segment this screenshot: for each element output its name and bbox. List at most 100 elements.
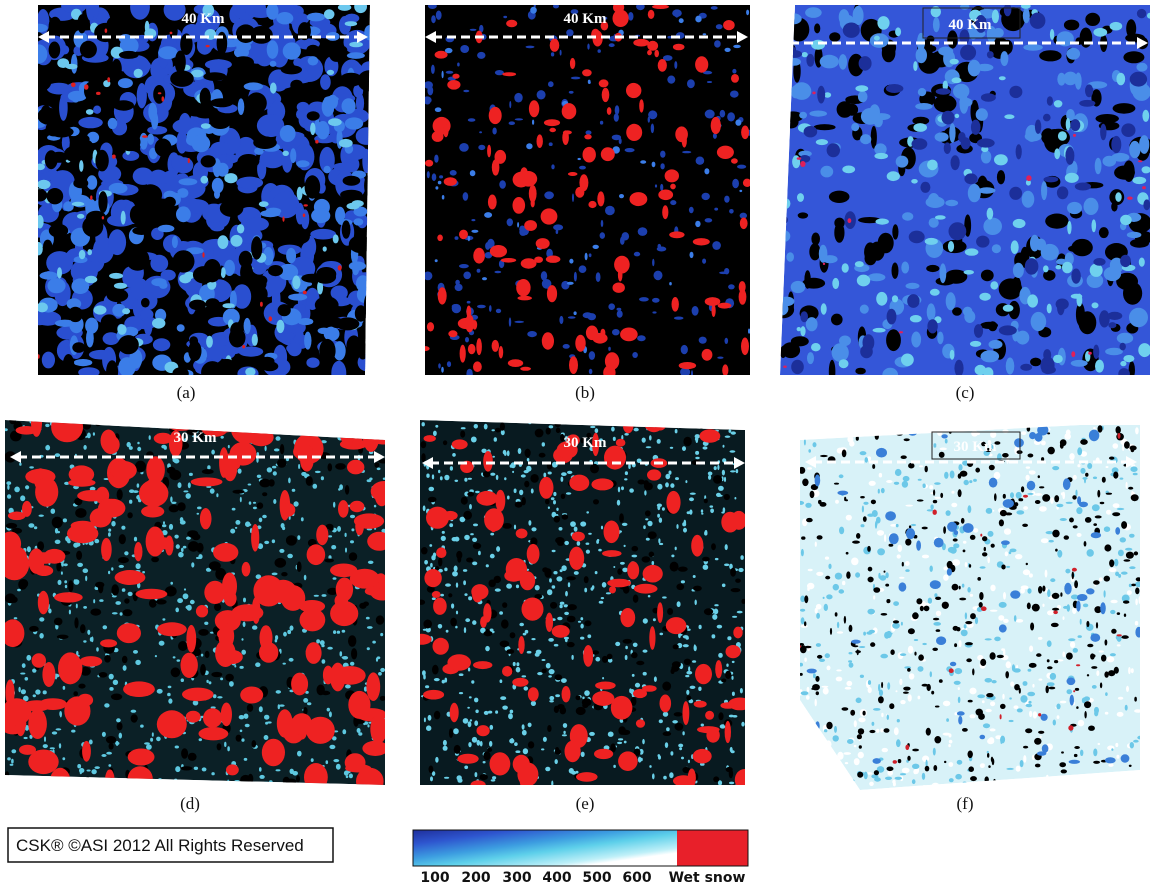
terrain-patch [574, 571, 579, 575]
terrain-patch [429, 487, 435, 492]
terrain-patch [339, 139, 353, 148]
terrain-patch [659, 518, 662, 523]
terrain-patch [647, 41, 658, 51]
terrain-patch [520, 171, 538, 187]
terrain-patch [1129, 308, 1148, 327]
terrain-patch [186, 606, 191, 610]
colorbar-label: Wet snow [669, 870, 746, 886]
terrain-patch [234, 780, 239, 782]
terrain-patch [999, 624, 1007, 632]
terrain-patch [990, 281, 998, 289]
terrain-patch [806, 54, 814, 67]
terrain-patch [985, 678, 993, 683]
terrain-patch [1105, 712, 1109, 715]
terrain-patch [432, 131, 444, 142]
terrain-patch [667, 608, 673, 615]
terrain-patch [992, 244, 1001, 253]
terrain-patch [338, 488, 340, 491]
terrain-patch [824, 424, 828, 430]
terrain-patch [279, 704, 284, 706]
terrain-patch [669, 471, 672, 475]
terrain-patch [363, 602, 369, 607]
terrain-patch [999, 76, 1006, 80]
terrain-patch [884, 534, 886, 542]
terrain-patch [5, 593, 16, 603]
terrain-patch [851, 640, 861, 644]
terrain-patch [842, 707, 849, 710]
terrain-patch [150, 738, 153, 742]
terrain-patch [222, 650, 243, 664]
terrain-patch [1, 619, 24, 647]
terrain-patch [692, 660, 696, 663]
terrain-patch [965, 612, 967, 619]
terrain-patch [927, 684, 931, 691]
terrain-patch [812, 92, 815, 95]
terrain-patch [435, 425, 438, 428]
terrain-patch [329, 745, 335, 749]
terrain-patch [1036, 653, 1041, 657]
terrain-patch [613, 283, 625, 293]
terrain-patch [77, 14, 86, 33]
terrain-patch [467, 707, 470, 709]
terrain-patch [531, 701, 536, 706]
terrain-patch [945, 439, 948, 444]
terrain-patch [892, 224, 898, 239]
terrain-patch [424, 718, 426, 723]
terrain-patch [925, 766, 930, 772]
colorbar-label: 400 [542, 870, 571, 886]
terrain-patch [946, 718, 949, 722]
terrain-patch [35, 477, 58, 507]
terrain-patch [54, 618, 63, 626]
terrain-patch [198, 629, 209, 636]
terrain-patch [176, 544, 180, 549]
terrain-patch [307, 13, 325, 22]
terrain-patch [800, 311, 808, 322]
terrain-patch [351, 528, 354, 531]
terrain-patch [255, 662, 260, 667]
terrain-patch [1124, 441, 1130, 448]
terrain-patch [628, 12, 633, 21]
terrain-patch [1045, 214, 1068, 229]
terrain-patch [448, 593, 452, 597]
terrain-patch [220, 359, 235, 370]
terrain-patch [211, 450, 215, 455]
terrain-patch [471, 230, 478, 233]
terrain-patch [1026, 563, 1028, 565]
terrain-patch [869, 730, 875, 733]
terrain-patch [980, 534, 982, 537]
terrain-patch [489, 580, 496, 588]
terrain-patch [75, 134, 89, 144]
terrain-patch [450, 466, 453, 471]
terrain-patch [552, 625, 570, 638]
terrain-patch [629, 488, 634, 492]
terrain-patch [483, 761, 486, 763]
terrain-patch [242, 345, 245, 348]
terrain-patch [1110, 653, 1116, 656]
terrain-patch [844, 616, 846, 624]
terrain-patch [1069, 760, 1080, 764]
terrain-patch [478, 551, 481, 556]
terrain-patch [896, 524, 899, 527]
terrain-patch [3, 546, 27, 567]
terrain-patch [586, 543, 590, 545]
terrain-patch [980, 659, 986, 666]
terrain-patch [1137, 63, 1148, 72]
terrain-patch [200, 508, 212, 529]
terrain-patch [115, 601, 121, 605]
terrain-patch [513, 197, 526, 214]
terrain-patch [639, 99, 644, 112]
terrain-patch [899, 331, 903, 333]
terrain-patch [443, 746, 448, 751]
scale-label: 30 Km [954, 439, 997, 455]
terrain-patch [879, 473, 882, 478]
terrain-patch [1077, 594, 1088, 601]
terrain-patch [666, 491, 680, 514]
terrain-patch [232, 508, 236, 511]
terrain-patch [654, 50, 659, 57]
terrain-patch [562, 103, 577, 119]
terrain-patch [55, 540, 61, 544]
terrain-patch [842, 263, 849, 273]
terrain-patch [970, 776, 977, 781]
terrain-patch [797, 327, 801, 331]
terrain-patch [555, 694, 560, 697]
